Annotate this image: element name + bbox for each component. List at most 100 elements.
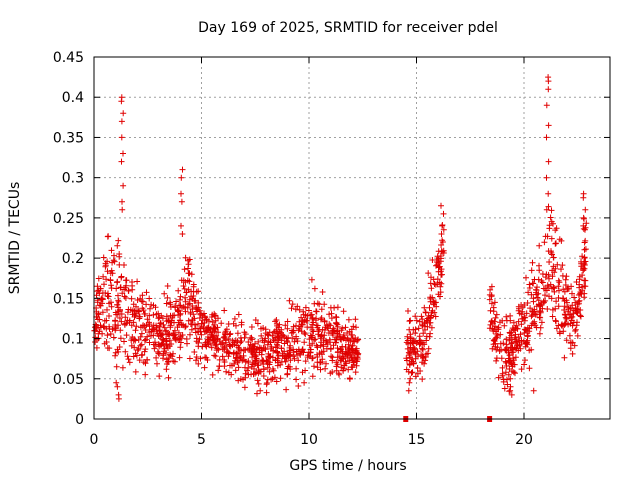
data-point [278,345,285,352]
data-point [427,314,434,321]
data-point [438,202,444,209]
data-point [428,309,435,316]
data-point [561,311,568,318]
data-point [139,292,146,299]
data-point [329,357,336,364]
data-point [493,311,500,318]
data-point [288,305,295,312]
data-point [117,327,124,334]
data-point [264,364,271,371]
data-point [436,263,443,270]
data-point [212,326,219,332]
data-point [503,376,510,383]
data-point [419,345,426,352]
data-point [567,340,574,347]
data-point [546,275,552,282]
data-point [307,346,314,353]
data-point [284,318,291,325]
data-point [407,331,414,338]
data-point [104,306,110,313]
data-point [182,323,189,330]
data-point [423,333,430,340]
data-point [575,292,582,298]
data-point [435,291,442,298]
data-point [188,326,195,333]
data-point [211,321,218,328]
data-point [521,314,528,321]
data-point [414,365,421,371]
data-point [552,240,559,247]
data-point [153,311,160,318]
data-point [501,322,508,329]
data-point [167,322,174,329]
data-point [539,279,546,286]
data-point [337,346,344,353]
data-point [556,287,562,294]
data-point [529,280,536,287]
data-point [411,345,417,352]
data-point [177,344,184,351]
data-point [234,359,241,366]
data-point [340,308,347,315]
data-point [197,328,204,335]
data-point [179,166,186,173]
data-point [422,309,429,316]
data-point [515,307,522,314]
x-axis-label: GPS time / hours [289,458,406,474]
y-tick-label: 0.35 [53,130,84,146]
data-point [503,313,510,320]
data-point [242,374,249,381]
data-point [329,330,336,337]
data-point [561,354,568,361]
data-point [225,349,232,356]
data-point [353,324,359,331]
data-point [346,376,353,382]
data-point [289,327,295,334]
data-point [273,341,280,348]
data-point [412,373,419,380]
data-point [301,379,308,386]
y-tick-label: 0.45 [53,50,84,66]
data-point [562,276,569,283]
data-point [419,353,426,360]
y-tick-label: 0.1 [62,332,84,348]
data-point [328,353,335,360]
data-point [540,298,547,305]
data-point [544,282,551,289]
data-point [345,341,352,348]
data-point [503,336,510,343]
data-point [166,331,173,337]
data-point [285,334,292,341]
data-point [138,298,145,305]
data-point [404,333,411,340]
data-point [264,341,271,348]
data-point [122,277,129,284]
data-point [262,346,269,353]
data-point [518,339,525,345]
data-point [120,110,127,117]
data-point [491,299,498,306]
data-point [171,358,178,365]
data-point [322,365,329,372]
data-point [104,258,111,265]
data-point [242,347,249,354]
data-point [252,370,258,377]
data-point [558,266,564,273]
data-point [572,328,579,334]
data-point [100,254,107,261]
data-point [116,251,123,257]
y-tick-label: 0.2 [62,251,84,267]
data-point [578,263,585,270]
data-point [152,342,159,348]
data-point [165,318,172,325]
data-point [92,324,98,331]
data-point [309,373,316,380]
data-point [549,251,555,258]
data-point [238,321,245,328]
data-point [183,289,190,296]
data-point [342,344,349,350]
data-point [118,318,125,325]
data-point [353,358,360,365]
y-tick-label: 0.3 [62,171,84,187]
data-point [522,343,529,350]
